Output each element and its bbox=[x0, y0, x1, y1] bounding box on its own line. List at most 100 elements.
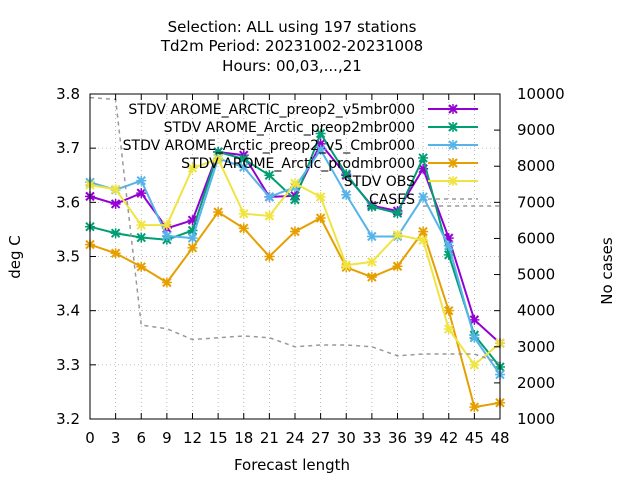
data-point bbox=[366, 256, 377, 267]
data-point bbox=[136, 188, 147, 199]
data-point bbox=[213, 154, 224, 164]
data-point bbox=[264, 210, 275, 221]
y2-tick-label: 10000 bbox=[517, 85, 565, 103]
data-point bbox=[161, 220, 172, 231]
data-point bbox=[418, 235, 429, 246]
y2-tick-label: 8000 bbox=[517, 157, 555, 175]
data-point bbox=[315, 213, 326, 224]
y2-axis-label: No cases bbox=[598, 237, 616, 305]
title-line-2: Td2m Period: 20231002-20231008 bbox=[160, 37, 423, 55]
x-tick-label: 30 bbox=[337, 429, 356, 447]
x-tick-label: 0 bbox=[85, 429, 95, 447]
data-point bbox=[443, 324, 454, 335]
x-tick-label: 33 bbox=[362, 429, 381, 447]
data-point bbox=[161, 230, 172, 241]
data-point bbox=[315, 128, 326, 139]
data-point bbox=[418, 191, 429, 202]
y-tick-label: 3.2 bbox=[56, 410, 80, 428]
x-tick-label: 45 bbox=[465, 429, 484, 447]
series-path bbox=[89, 210, 501, 409]
legend-label: STDV AROME_ARCTIC_preop2_v5mbr000 bbox=[128, 102, 415, 118]
data-point bbox=[290, 178, 300, 189]
data-point bbox=[110, 248, 121, 259]
data-point bbox=[290, 226, 300, 237]
x-tick-label: 18 bbox=[234, 429, 253, 447]
data-point bbox=[448, 176, 458, 186]
data-point bbox=[136, 220, 147, 231]
x-tick-label: 12 bbox=[183, 429, 202, 447]
data-point bbox=[238, 223, 249, 234]
y2-tick-label: 3000 bbox=[517, 338, 555, 356]
x-tick-label: 15 bbox=[209, 429, 228, 447]
x-tick-label: 6 bbox=[136, 429, 146, 447]
data-point bbox=[469, 314, 480, 325]
data-point bbox=[448, 122, 458, 132]
y-tick-label: 3.4 bbox=[56, 302, 80, 320]
data-point bbox=[187, 233, 198, 244]
data-point bbox=[418, 152, 429, 163]
x-tick-label: 39 bbox=[414, 429, 433, 447]
data-point bbox=[341, 189, 352, 200]
data-point bbox=[366, 231, 377, 242]
legend-label: STDV AROME_Arctic_prodmbr000 bbox=[181, 156, 415, 172]
y2-tick-label: 4000 bbox=[517, 302, 555, 320]
x-tick-label: 36 bbox=[388, 429, 407, 447]
x-tick-label: 42 bbox=[439, 429, 458, 447]
chart-title: Selection: ALL using 197 stations Td2m P… bbox=[160, 18, 423, 75]
data-point bbox=[290, 194, 300, 205]
data-point bbox=[238, 208, 249, 219]
data-point bbox=[469, 332, 480, 343]
legend: STDV AROME_ARCTIC_preop2_v5mbr000 STDV AR… bbox=[123, 102, 478, 208]
data-point bbox=[392, 229, 403, 240]
legend-label: CASES bbox=[369, 192, 415, 208]
y2-tick-label: 5000 bbox=[517, 266, 555, 284]
data-point bbox=[392, 208, 403, 219]
x-tick-label: 9 bbox=[162, 429, 172, 447]
series-path bbox=[89, 141, 501, 344]
data-point bbox=[315, 144, 326, 155]
data-point bbox=[443, 240, 454, 251]
data-point bbox=[110, 228, 121, 239]
data-point bbox=[136, 232, 147, 243]
data-point bbox=[448, 104, 458, 114]
y2-tick-label: 9000 bbox=[517, 121, 555, 139]
data-point bbox=[448, 140, 458, 150]
axis-ticks: 0 3 6 9 12 15 18 21 24 27 30 33 36 39 42 45 483.23.33.43… bbox=[56, 85, 565, 447]
y-tick-label: 3.6 bbox=[56, 193, 80, 211]
y-tick-label: 3.3 bbox=[56, 356, 80, 374]
data-point bbox=[366, 272, 377, 283]
data-point bbox=[443, 305, 454, 316]
x-tick-label: 21 bbox=[260, 429, 279, 447]
y2-tick-label: 2000 bbox=[517, 374, 555, 392]
data-point bbox=[469, 402, 480, 413]
y-tick-label: 3.7 bbox=[56, 139, 80, 157]
data-point bbox=[264, 251, 275, 262]
y2-tick-label: 1000 bbox=[517, 410, 555, 428]
y2-tick-label: 7000 bbox=[517, 193, 555, 211]
data-point bbox=[238, 162, 249, 173]
legend-label: STDV AROME_Arctic_preop2mbr000 bbox=[164, 120, 415, 136]
data-point bbox=[392, 261, 403, 272]
data-point bbox=[110, 198, 121, 209]
data-point bbox=[341, 260, 352, 271]
data-point bbox=[366, 201, 377, 212]
data-point bbox=[136, 261, 147, 272]
series-line bbox=[85, 154, 505, 370]
x-tick-label: 3 bbox=[111, 429, 121, 447]
series-cases bbox=[89, 96, 501, 364]
data-point bbox=[187, 242, 198, 253]
data-point bbox=[448, 158, 458, 168]
data-point bbox=[469, 359, 480, 370]
x-tick-label: 48 bbox=[490, 429, 509, 447]
title-line-1: Selection: ALL using 197 stations bbox=[168, 18, 417, 36]
y2-tick-label: 6000 bbox=[517, 229, 555, 247]
title-line-3: Hours: 00,03,...,21 bbox=[222, 57, 362, 75]
data-point bbox=[315, 191, 326, 202]
data-point bbox=[264, 170, 275, 181]
y-tick-label: 3.8 bbox=[56, 85, 80, 103]
x-axis-label: Forecast length bbox=[234, 456, 350, 474]
data-point bbox=[110, 184, 121, 195]
data-point bbox=[418, 226, 429, 237]
data-point bbox=[136, 175, 147, 186]
data-point bbox=[264, 191, 275, 202]
